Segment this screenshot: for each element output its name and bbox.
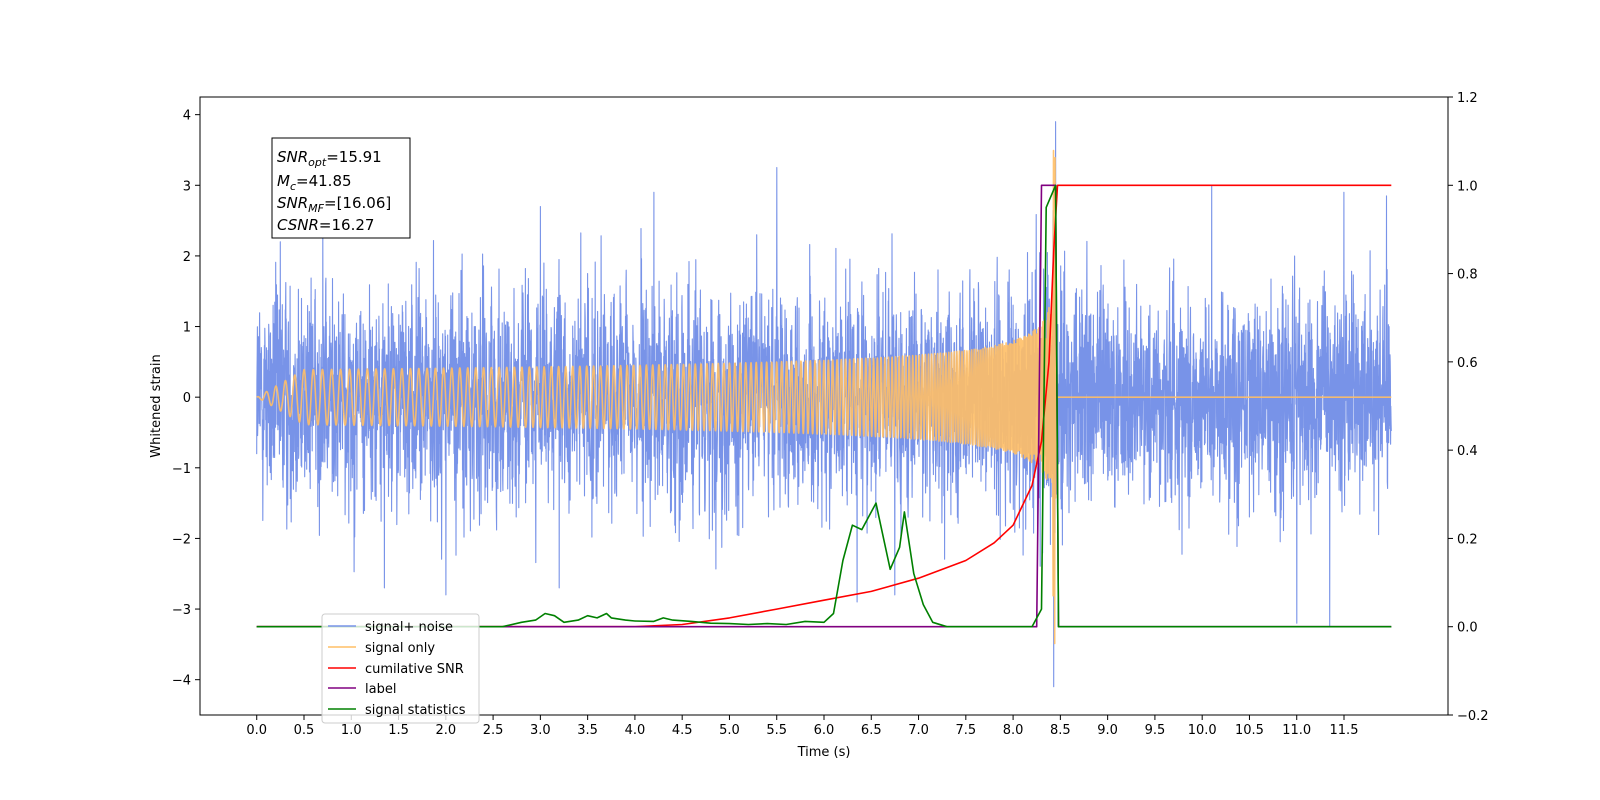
x-axis-label: Time (s) bbox=[797, 745, 851, 760]
x-tick-label: 11.0 bbox=[1282, 723, 1311, 738]
y-tick-label: −1 bbox=[172, 462, 191, 477]
x-tick-label: 9.0 bbox=[1097, 723, 1118, 738]
x-tick-label: 5.0 bbox=[719, 723, 740, 738]
x-tick-label: 4.5 bbox=[672, 723, 693, 738]
y-tick-label: 0 bbox=[183, 391, 191, 406]
x-tick-label: 10.0 bbox=[1188, 723, 1217, 738]
y-tick-label: 3 bbox=[183, 179, 191, 194]
y2-tick-label: 1.2 bbox=[1457, 91, 1478, 106]
y2-tick-label: −0.2 bbox=[1457, 709, 1489, 724]
x-tick-label: 8.5 bbox=[1050, 723, 1071, 738]
annotation-csnr: CSNR=16.27 bbox=[277, 216, 374, 234]
x-tick-label: 10.5 bbox=[1235, 723, 1264, 738]
y-axis-left: −4 −3 −2 −1 0 1 2 3 4 bbox=[172, 109, 200, 689]
y-tick-label: 1 bbox=[183, 321, 191, 336]
x-axis: 0.0 0.5 1.0 1.5 2.0 2.5 3.0 3.5 4.0 4.5 5.0 5.5 6.0 6… bbox=[246, 715, 1358, 738]
y2-tick-label: 0.4 bbox=[1457, 444, 1478, 459]
x-tick-label: 6.5 bbox=[861, 723, 882, 738]
x-tick-label: 2.5 bbox=[483, 723, 504, 738]
y2-tick-label: 1.0 bbox=[1457, 179, 1478, 194]
x-tick-label: 3.5 bbox=[577, 723, 598, 738]
y2-tick-label: 0.8 bbox=[1457, 268, 1478, 283]
x-tick-label: 11.5 bbox=[1330, 723, 1359, 738]
annotation-snr-opt: SNRopt=15.91 bbox=[277, 148, 382, 169]
series-line-signal-only bbox=[256, 149, 1392, 645]
x-tick-label: 0.0 bbox=[246, 723, 267, 738]
annotation-chirp-mass: Mc=41.85 bbox=[277, 172, 352, 193]
x-tick-label: 7.5 bbox=[955, 723, 976, 738]
x-tick-label: 9.5 bbox=[1145, 723, 1166, 738]
y-tick-label: −4 bbox=[172, 674, 191, 689]
legend-label-signal-noise: signal+ noise bbox=[365, 620, 453, 635]
x-tick-label: 1.0 bbox=[341, 723, 362, 738]
y2-tick-label: 0.2 bbox=[1457, 532, 1478, 547]
y-tick-label: 2 bbox=[183, 250, 191, 265]
annotation-snr-mf: SNRMF=[16.06] bbox=[277, 194, 391, 215]
y-axis-right: −0.2 0.0 0.2 0.4 0.6 0.8 1.0 1.2 bbox=[1448, 91, 1489, 724]
series-line-signal-noise bbox=[256, 121, 1392, 688]
legend-label-label: label bbox=[365, 682, 396, 697]
y2-tick-label: 0.6 bbox=[1457, 356, 1478, 371]
x-tick-label: 8.0 bbox=[1003, 723, 1024, 738]
x-tick-label: 0.5 bbox=[294, 723, 315, 738]
x-tick-label: 4.0 bbox=[625, 723, 646, 738]
x-tick-label: 2.0 bbox=[435, 723, 456, 738]
x-tick-label: 7.0 bbox=[908, 723, 929, 738]
x-tick-label: 6.0 bbox=[814, 723, 835, 738]
y-tick-label: 4 bbox=[183, 109, 191, 124]
y-tick-label: −3 bbox=[172, 603, 191, 618]
series-layer bbox=[256, 121, 1392, 688]
annotation-box: SNRopt=15.91 Mc=41.85 SNRMF=[16.06] CSNR… bbox=[271, 137, 411, 239]
y-axis-label: Whitened strain bbox=[149, 354, 164, 457]
x-tick-label: 3.0 bbox=[530, 723, 551, 738]
x-tick-label: 1.5 bbox=[388, 723, 409, 738]
legend-label-cumulative-snr: cumilative SNR bbox=[365, 662, 464, 677]
x-tick-label: 5.5 bbox=[766, 723, 787, 738]
legend: signal+ noise signal only cumilative SNR… bbox=[321, 613, 480, 724]
legend-label-signal-statistics: signal statistics bbox=[365, 703, 466, 718]
series-line-signal-statistics bbox=[256, 184, 1392, 628]
y-tick-label: −2 bbox=[172, 532, 191, 547]
legend-label-signal-only: signal only bbox=[365, 641, 435, 656]
y2-tick-label: 0.0 bbox=[1457, 621, 1478, 636]
series-line-cumilative-snr bbox=[256, 184, 1392, 628]
